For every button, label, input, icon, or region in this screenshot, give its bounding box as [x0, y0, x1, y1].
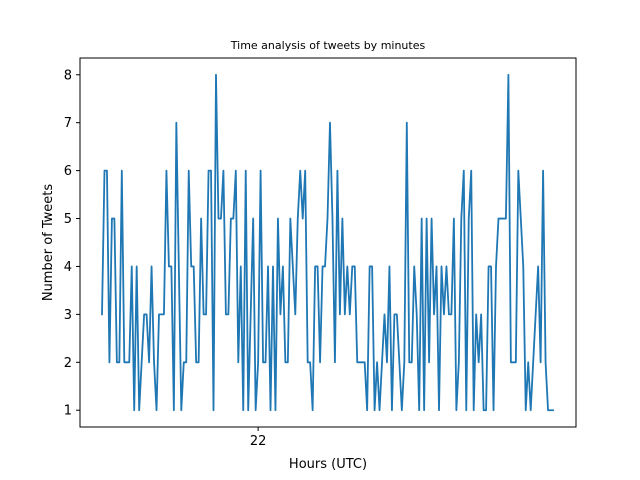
y-tick-label: 8 [64, 68, 72, 83]
y-tick-label: 5 [64, 212, 72, 227]
series-line [101, 73, 554, 412]
axes-frame [79, 57, 577, 428]
x-tick-label: 22 [250, 434, 267, 449]
plot-area: 1 2 3 4 5 6 7 8 22 [64, 68, 554, 449]
y-tick-label: 4 [64, 260, 72, 275]
y-tick-label: 3 [64, 308, 72, 323]
chart-title: Time analysis of tweets by minutes [230, 39, 426, 52]
y-axis-label: Number of Tweets [41, 184, 56, 302]
y-tick-label: 6 [64, 164, 72, 179]
y-tick-label: 7 [64, 116, 72, 131]
y-tick-label: 2 [64, 356, 72, 371]
y-tick-label: 1 [64, 404, 72, 419]
x-axis-label: Hours (UTC) [289, 457, 367, 472]
